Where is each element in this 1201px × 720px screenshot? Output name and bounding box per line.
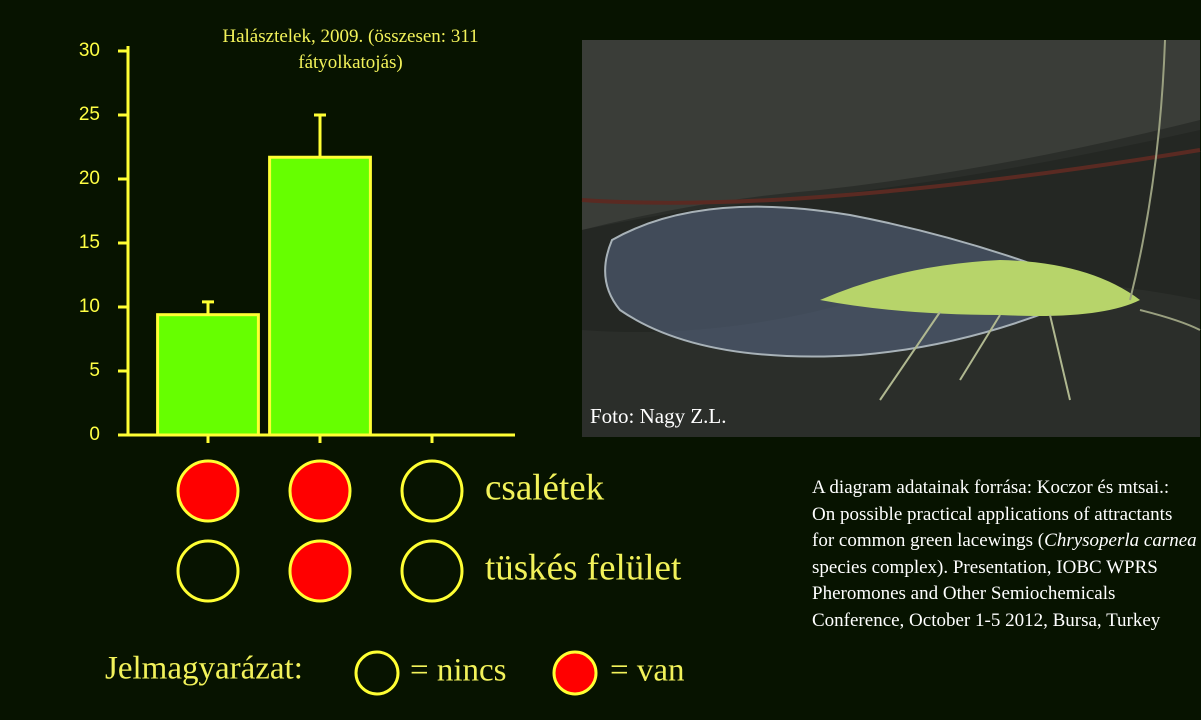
treatment-absent — [176, 539, 240, 603]
error-bar — [314, 113, 326, 158]
bar — [156, 313, 260, 437]
source-text: species complex). Presentation, IOBC WPR… — [812, 556, 1161, 631]
y-tick-label: 5 — [89, 360, 100, 381]
photo: Foto: Nagy Z.L. — [581, 39, 1201, 437]
error-bar — [202, 300, 214, 315]
treatment-label: csalétek — [485, 467, 605, 508]
legend-title: Jelmagyarázat: — [105, 651, 303, 687]
treatment-absent — [400, 459, 464, 523]
treatment-present — [176, 459, 240, 523]
y-tick-label: 25 — [79, 104, 100, 125]
treatment-present — [288, 539, 352, 603]
y-tick-label: 15 — [79, 232, 100, 253]
treatment-absent — [400, 539, 464, 603]
legend-present: = van — [610, 653, 685, 689]
source-text: A diagram adatainak forrása: Koczor és m… — [812, 477, 1173, 551]
source-note: A diagram adatainak forrása: Koczor és m… — [812, 475, 1197, 634]
y-tick-label: 30 — [79, 40, 100, 61]
y-tick-label: 20 — [79, 168, 100, 189]
chart-title: Halásztelek, 2009. (összesen: 311 fátyol… — [222, 26, 479, 73]
source-species: Chrysoperla carnea — [1044, 530, 1197, 551]
y-tick-label: 10 — [79, 296, 100, 317]
legend-absent-symbol — [354, 650, 400, 696]
legend-absent: = nincs — [410, 653, 507, 689]
photo-caption: Foto: Nagy Z.L. — [590, 404, 727, 428]
legend-present-symbol — [552, 650, 598, 696]
treatment-present — [288, 459, 352, 523]
y-tick-label: 0 — [89, 424, 100, 445]
treatment-label: tüskés felület — [485, 547, 682, 588]
bar — [268, 155, 372, 437]
